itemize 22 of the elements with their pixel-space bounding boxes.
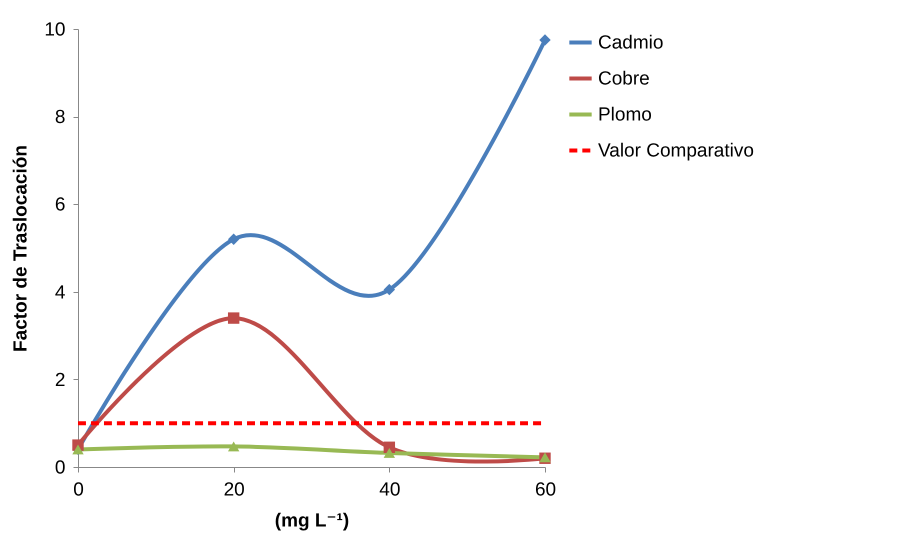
- y-tick-label: 4: [54, 282, 66, 304]
- y-tick-label: 0: [54, 458, 66, 478]
- x-axis-title: (mg L⁻¹): [274, 510, 350, 532]
- y-tick-label: 2: [54, 370, 66, 391]
- point: [384, 448, 396, 458]
- x-tick-label: 60: [534, 480, 556, 500]
- legend-label: Cobre: [598, 68, 650, 90]
- x-tick-label: 40: [379, 480, 400, 500]
- y-axis-title: Factor de Traslocación: [10, 145, 32, 352]
- y-tick-label: 10: [44, 20, 66, 40]
- point: [384, 284, 396, 296]
- y-tick-label: 6: [54, 194, 66, 216]
- x-tick-label: 20: [224, 480, 245, 500]
- legend-label: Cadmio: [598, 32, 664, 54]
- legend-label: Valor Comparativo: [598, 140, 754, 162]
- point: [228, 312, 240, 324]
- point: [228, 234, 240, 245]
- x-tick-label: 0: [73, 480, 84, 500]
- point: [539, 34, 551, 46]
- point: [228, 441, 240, 452]
- legend-label: Plomo: [598, 104, 652, 126]
- y-tick-label: 8: [54, 107, 66, 128]
